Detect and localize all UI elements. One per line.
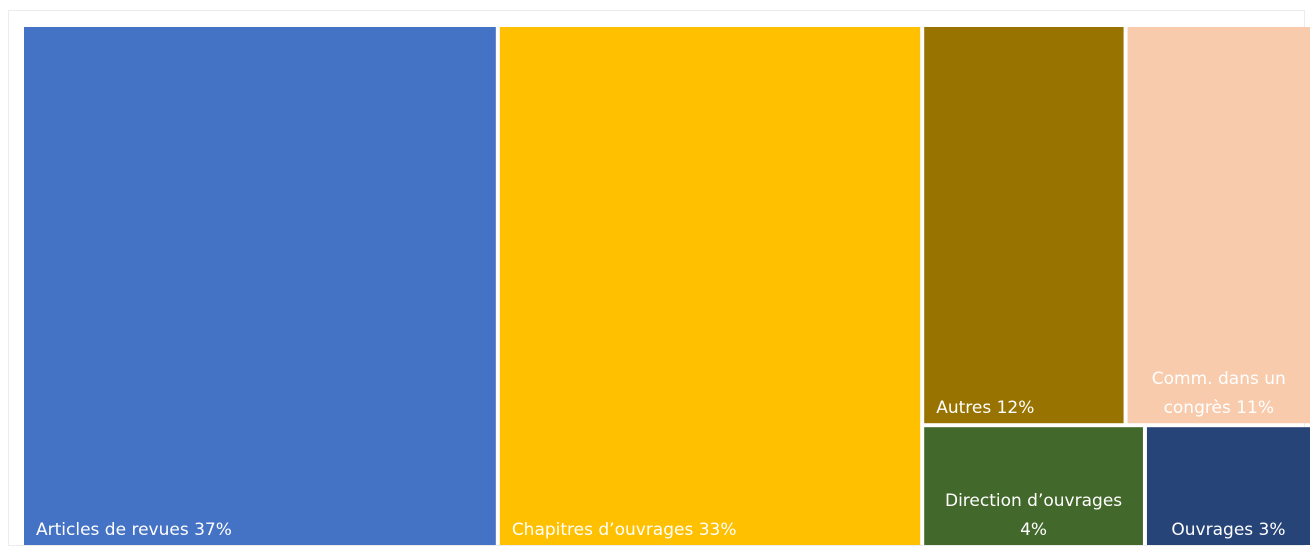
tile-label-comm-dans-un-congres-line-2: congrès 11% [1164,398,1274,418]
tile-articles-de-revues [24,27,496,545]
tile-label-autres: Autres 12% [936,398,1034,418]
tile-chapitres-d-ouvrages [499,27,921,545]
tile-comm-dans-un-congres [1127,27,1310,424]
tile-label-comm-dans-un-congres-line-1: Comm. dans un [1152,369,1286,389]
tile-autres [924,27,1124,424]
tile-direction-d-ouvrages [924,427,1143,545]
tile-label-chapitres-d-ouvrages: Chapitres d’ouvrages 33% [512,520,737,540]
tile-label-direction-d-ouvrages-line-1: Direction d’ouvrages [945,491,1122,511]
tile-label-articles-de-revues: Articles de revues 37% [36,520,232,540]
tile-ouvrages [1146,427,1310,545]
tile-label-direction-d-ouvrages-line-2: 4% [1020,520,1047,540]
tile-label-ouvrages: Ouvrages 3% [1171,520,1285,540]
